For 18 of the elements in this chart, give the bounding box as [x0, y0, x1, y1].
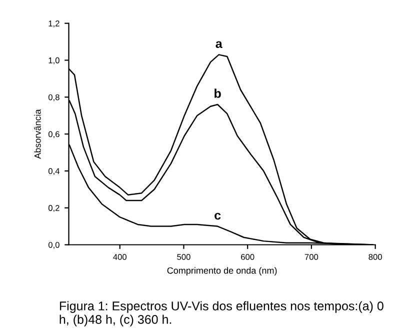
y-tick-label: 0,0	[48, 242, 60, 249]
x-tick-label: 400	[113, 254, 126, 260]
series-label: a	[216, 41, 222, 48]
series-label: b	[214, 88, 221, 98]
x-tick-label: 500	[177, 254, 190, 260]
y-tick-label: 1,0	[48, 57, 60, 64]
y-tick-label: 0,4	[48, 168, 60, 176]
x-tick-label: 700	[304, 254, 318, 260]
x-axis-title: Comprimento de onda (nm)	[167, 267, 277, 276]
x-tick-label: 800	[368, 254, 382, 260]
y-tick-label: 1,2	[48, 20, 60, 28]
x-tick-label: 600	[241, 254, 254, 260]
text: Figura 1: Espectros UV-Vis dos efluentes nos tempos:(a) 0 h, (b)48 h, (c) 360 h.	[60, 301, 384, 326]
y-tick-label: 0,2	[48, 205, 60, 212]
series-label: c	[214, 212, 221, 220]
y-tick-label: 0,8	[48, 94, 60, 102]
y-axis-title: Absorvância	[34, 109, 41, 159]
y-tick-label: 0,6	[48, 131, 60, 138]
